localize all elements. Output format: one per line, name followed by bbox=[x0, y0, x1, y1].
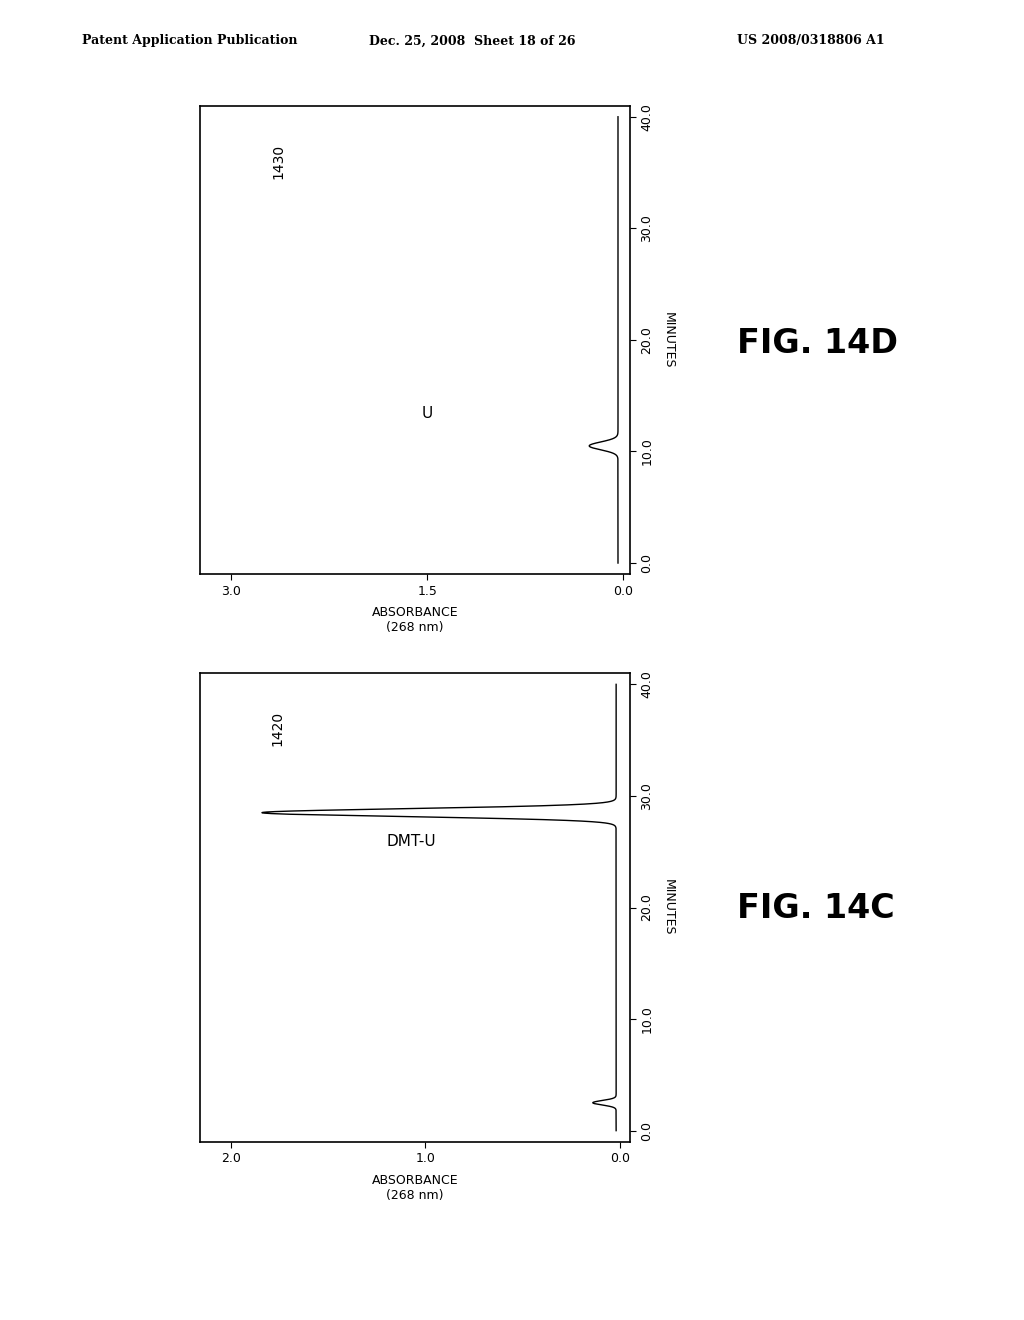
Text: 1420: 1420 bbox=[270, 711, 285, 746]
X-axis label: ABSORBANCE
(268 nm): ABSORBANCE (268 nm) bbox=[372, 1173, 458, 1201]
Text: FIG. 14C: FIG. 14C bbox=[737, 892, 895, 924]
Text: US 2008/0318806 A1: US 2008/0318806 A1 bbox=[737, 34, 885, 48]
Text: DMT-U: DMT-U bbox=[386, 834, 436, 849]
X-axis label: ABSORBANCE
(268 nm): ABSORBANCE (268 nm) bbox=[372, 606, 458, 634]
Text: 1430: 1430 bbox=[271, 144, 285, 178]
Y-axis label: MINUTES: MINUTES bbox=[662, 312, 675, 368]
Text: U: U bbox=[422, 407, 433, 421]
Y-axis label: MINUTES: MINUTES bbox=[662, 879, 675, 936]
Text: FIG. 14D: FIG. 14D bbox=[737, 327, 898, 360]
Text: Patent Application Publication: Patent Application Publication bbox=[82, 34, 297, 48]
Text: Dec. 25, 2008  Sheet 18 of 26: Dec. 25, 2008 Sheet 18 of 26 bbox=[369, 34, 575, 48]
